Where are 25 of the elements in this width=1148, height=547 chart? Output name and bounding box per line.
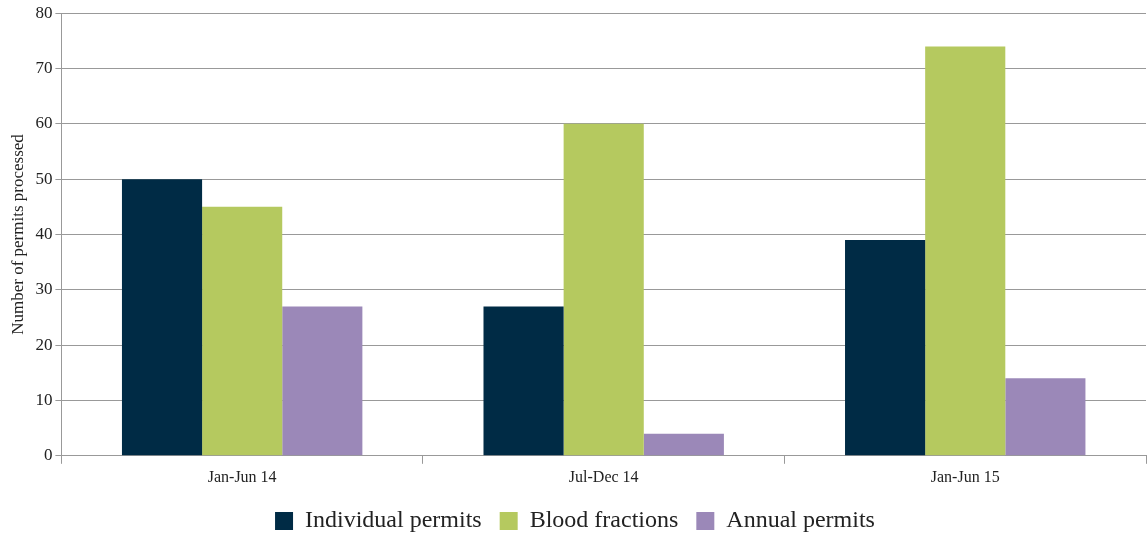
- y-axis-title: Number of permits processed: [7, 133, 27, 335]
- bar: [121, 179, 203, 456]
- y-tick-label: 20: [35, 334, 53, 354]
- y-tick-label: 80: [35, 2, 53, 22]
- legend-label: Individual permits: [305, 506, 482, 533]
- x-tick-label: Jan-Jun 14: [207, 467, 277, 485]
- y-tick-label: 0: [43, 445, 53, 465]
- bar: [563, 123, 644, 456]
- y-tick-label: 60: [35, 113, 53, 133]
- y-tick-label: 10: [35, 389, 53, 409]
- bar: [483, 306, 564, 456]
- bar: [202, 206, 283, 456]
- y-tick-label: 30: [35, 279, 53, 299]
- bar: [282, 306, 363, 456]
- x-tick-label: Jan-Jun 15: [930, 467, 1000, 485]
- bar: [643, 433, 724, 456]
- legend-label: Blood fractions: [529, 506, 679, 533]
- legend-label: Annual permits: [726, 506, 875, 533]
- bar: [925, 46, 1006, 456]
- x-tick-label: Jul-Dec 14: [568, 467, 639, 485]
- bar: [845, 240, 926, 456]
- y-tick-label: 70: [35, 57, 53, 77]
- y-tick-label: 50: [35, 168, 53, 188]
- y-tick-label: 40: [35, 223, 53, 243]
- bar: [1005, 378, 1086, 456]
